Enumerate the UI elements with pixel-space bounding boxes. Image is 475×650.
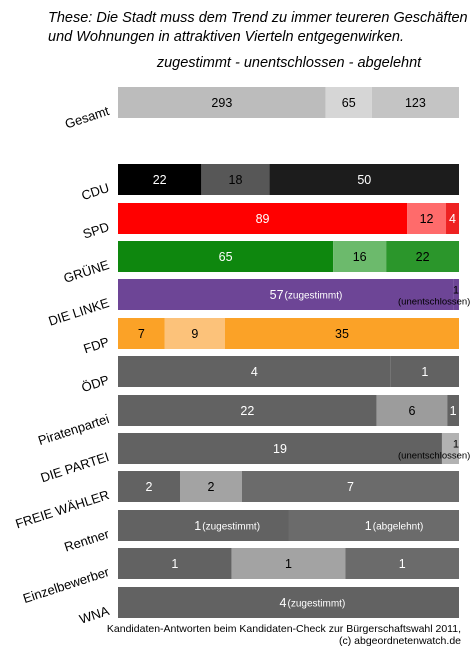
data-note-die-linke-2: (unentschlossen) xyxy=(398,297,470,308)
bar-segment-grune-2 xyxy=(333,241,387,272)
data-label-die-partei-1: 19 xyxy=(273,442,287,456)
bar-segment-piratenpartei-1 xyxy=(118,395,377,426)
bar-segment-spd-2 xyxy=(407,203,447,234)
bar-segment-gesamt-3 xyxy=(371,87,459,118)
bar-segment-fdp-1 xyxy=(118,318,165,349)
category-label-einzelbewerber: Einzelbewerber xyxy=(21,564,111,606)
data-label-spd-1: 89 xyxy=(256,212,270,226)
bar-segment-piratenpartei-2 xyxy=(376,395,448,426)
bar-segment-wna-1 xyxy=(118,587,459,618)
data-label-fdp-1: 7 xyxy=(138,327,145,341)
data-label-spd-3: 4 xyxy=(449,212,456,226)
data-label-einzelbewerber-3: 1 xyxy=(399,557,406,571)
data-label-grune-1: 65 xyxy=(219,250,233,264)
data-note-wna-1: (zugestimmt) xyxy=(288,599,346,610)
chart-title-line-1: These: Die Stadt muss dem Trend zu immer… xyxy=(48,10,468,26)
category-label-cdu: CDU xyxy=(79,180,110,203)
bar-segment-spd-1 xyxy=(118,203,408,234)
data-label-fdp-3: 35 xyxy=(335,327,349,341)
bar-segment-rentner-2 xyxy=(288,510,459,541)
data-label-freie-wahler-3: 7 xyxy=(347,480,354,494)
data-note-rentner-2: (abgelehnt) xyxy=(373,522,424,533)
data-label-rentner-2: 1 xyxy=(365,519,372,533)
category-label-freie-wahler: FREIE WÄHLER xyxy=(14,487,111,531)
data-note-die-partei-2: (unentschlossen) xyxy=(398,451,470,462)
bar-segment-einzelbewerber-2 xyxy=(231,548,346,579)
data-label-spd-2: 12 xyxy=(420,212,434,226)
chart-title: These: Die Stadt muss dem Trend zu immer… xyxy=(48,9,468,47)
chart-title-line-2: und Wohnungen in attraktiven Vierteln en… xyxy=(48,29,405,45)
bar-segment-fdp-3 xyxy=(224,318,459,349)
category-label-odp: ÖDP xyxy=(79,372,110,395)
data-label-fdp-2: 9 xyxy=(191,327,198,341)
data-label-die-linke-2: 1 xyxy=(453,285,459,297)
data-label-gesamt-2: 65 xyxy=(342,96,356,110)
bar-segment-grune-3 xyxy=(386,241,459,272)
data-label-cdu-2: 18 xyxy=(229,173,243,187)
data-label-gesamt-1: 293 xyxy=(211,96,232,110)
data-label-die-partei-2: 1 xyxy=(453,439,459,451)
source-footer-line-2: (c) abgeordnetenwatch.de xyxy=(339,634,461,647)
source-footer-line-1: Kandidaten-Antworten beim Kandidaten-Che… xyxy=(106,623,461,635)
bar-segment-cdu-3 xyxy=(269,164,459,195)
bar-segment-odp-2 xyxy=(390,356,459,387)
data-label-odp-1: 4 xyxy=(251,365,258,379)
category-label-spd: SPD xyxy=(81,219,111,242)
bar-segment-freie-wahler-3 xyxy=(242,471,459,502)
data-note-rentner-1: (zugestimmt) xyxy=(202,522,260,533)
bar-segment-freie-wahler-2 xyxy=(180,471,242,502)
data-label-wna-1: 4 xyxy=(280,596,287,610)
data-label-die-linke-1: 57 xyxy=(270,288,284,302)
bar-segment-piratenpartei-3 xyxy=(447,395,459,426)
bar-segment-die-partei-1 xyxy=(118,433,442,464)
data-label-freie-wahler-1: 2 xyxy=(146,480,153,494)
bar-segment-einzelbewerber-1 xyxy=(118,548,232,579)
data-label-gesamt-3: 123 xyxy=(405,96,426,110)
category-label-die-partei: DIE PARTEI xyxy=(39,449,111,485)
data-label-einzelbewerber-1: 1 xyxy=(171,557,178,571)
data-label-odp-2: 1 xyxy=(421,365,428,379)
bar-segment-cdu-2 xyxy=(201,164,270,195)
category-label-fdp: FDP xyxy=(82,334,111,356)
category-label-piratenpartei: Piratenpartei xyxy=(36,411,111,448)
data-label-cdu-1: 22 xyxy=(153,173,167,187)
bar-segment-gesamt-2 xyxy=(325,87,372,118)
bar-segment-einzelbewerber-3 xyxy=(345,548,459,579)
data-label-piratenpartei-3: 1 xyxy=(450,404,457,418)
chart-subtitle: zugestimmt - unentschlossen - abgelehnt xyxy=(156,55,422,71)
data-label-freie-wahler-2: 2 xyxy=(208,480,215,494)
bar-segment-die-linke-1 xyxy=(118,279,454,310)
bar-segment-fdp-2 xyxy=(164,318,225,349)
category-label-rentner: Rentner xyxy=(62,526,111,555)
data-label-piratenpartei-1: 22 xyxy=(240,404,254,418)
bar-segment-grune-1 xyxy=(118,241,334,272)
bar-segment-die-partei-2 xyxy=(441,433,459,464)
bar-segment-spd-3 xyxy=(446,203,459,234)
bar-segment-cdu-1 xyxy=(118,164,202,195)
data-note-die-linke-1: (zugestimmt) xyxy=(285,291,343,302)
data-label-piratenpartei-2: 6 xyxy=(408,404,415,418)
category-label-gesamt: Gesamt xyxy=(63,103,111,131)
data-label-cdu-3: 50 xyxy=(357,173,371,187)
category-label-die-linke: DIE LINKE xyxy=(47,295,112,329)
data-label-rentner-1: 1 xyxy=(194,519,201,533)
source-footer: Kandidaten-Antworten beim Kandidaten-Che… xyxy=(106,623,461,647)
bar-segment-die-linke-2 xyxy=(453,279,459,310)
category-label-grune: GRÜNE xyxy=(62,257,112,286)
data-label-einzelbewerber-2: 1 xyxy=(285,557,292,571)
bar-segment-gesamt-1 xyxy=(118,87,326,118)
bar-segment-odp-1 xyxy=(118,356,391,387)
bar-segment-freie-wahler-1 xyxy=(118,471,180,502)
data-label-grune-3: 22 xyxy=(416,250,430,264)
bar-segment-rentner-1 xyxy=(118,510,289,541)
data-label-grune-2: 16 xyxy=(353,250,367,264)
